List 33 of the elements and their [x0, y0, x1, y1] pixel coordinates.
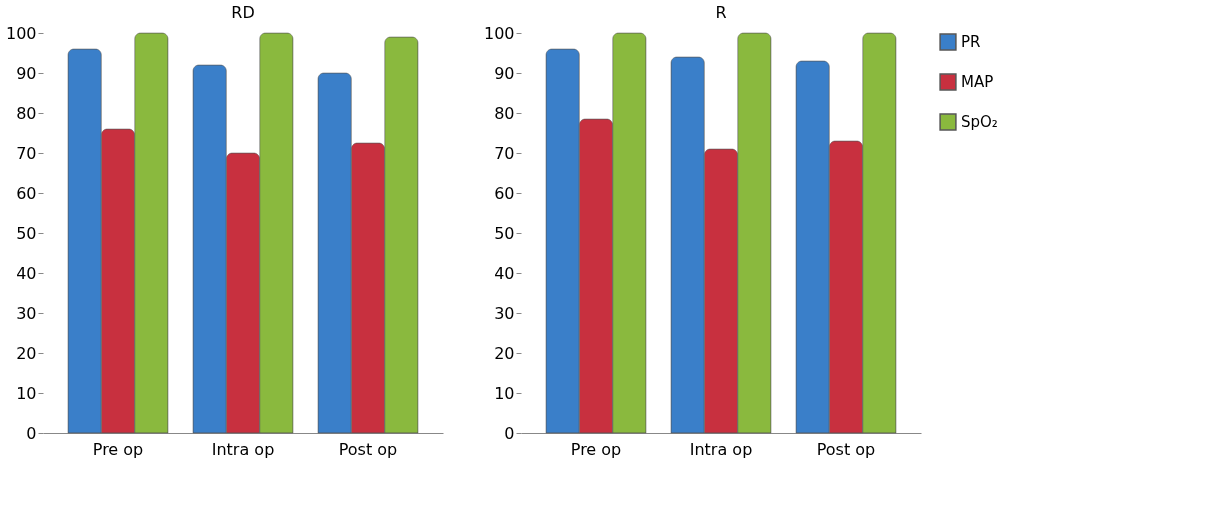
x-tick-label: Pre op: [570, 439, 622, 459]
chart-title: RD: [231, 3, 255, 22]
y-tick-label: 90: [16, 63, 37, 83]
y-tick-label: 30: [494, 303, 515, 323]
chart-title: R: [715, 3, 727, 22]
x-tick-label: Post op: [338, 439, 398, 459]
y-tick-label: 50: [16, 223, 37, 243]
y-tick-label: 80: [494, 103, 515, 123]
y-tick-label: 20: [16, 343, 37, 363]
x-tick-label: Intra op: [689, 439, 753, 459]
y-tick-label: 40: [16, 263, 37, 283]
legend-label: MAP: [961, 73, 994, 91]
y-tick-label: 80: [16, 103, 37, 123]
y-tick-label: 100: [483, 23, 515, 43]
y-tick-label: 90: [494, 63, 515, 83]
y-tick-label: 70: [16, 143, 37, 163]
y-tick-label: 10: [16, 383, 37, 403]
y-tick-label: 60: [16, 183, 37, 203]
y-tick-label: 40: [494, 263, 515, 283]
y-tick-label: 60: [494, 183, 515, 203]
x-tick-label: Pre op: [92, 439, 144, 459]
y-tick-label: 30: [16, 303, 37, 323]
y-tick-label: 0: [504, 423, 515, 443]
legend-label: PR: [961, 33, 981, 51]
legend-label: SpO₂: [961, 113, 998, 131]
y-tick-label: 100: [5, 23, 37, 43]
y-tick-label: 10: [494, 383, 515, 403]
x-tick-label: Intra op: [211, 439, 275, 459]
y-tick-label: 0: [26, 423, 37, 443]
y-tick-label: 20: [494, 343, 515, 363]
y-tick-label: 50: [494, 223, 515, 243]
y-tick-label: 70: [494, 143, 515, 163]
x-tick-label: Post op: [816, 439, 876, 459]
